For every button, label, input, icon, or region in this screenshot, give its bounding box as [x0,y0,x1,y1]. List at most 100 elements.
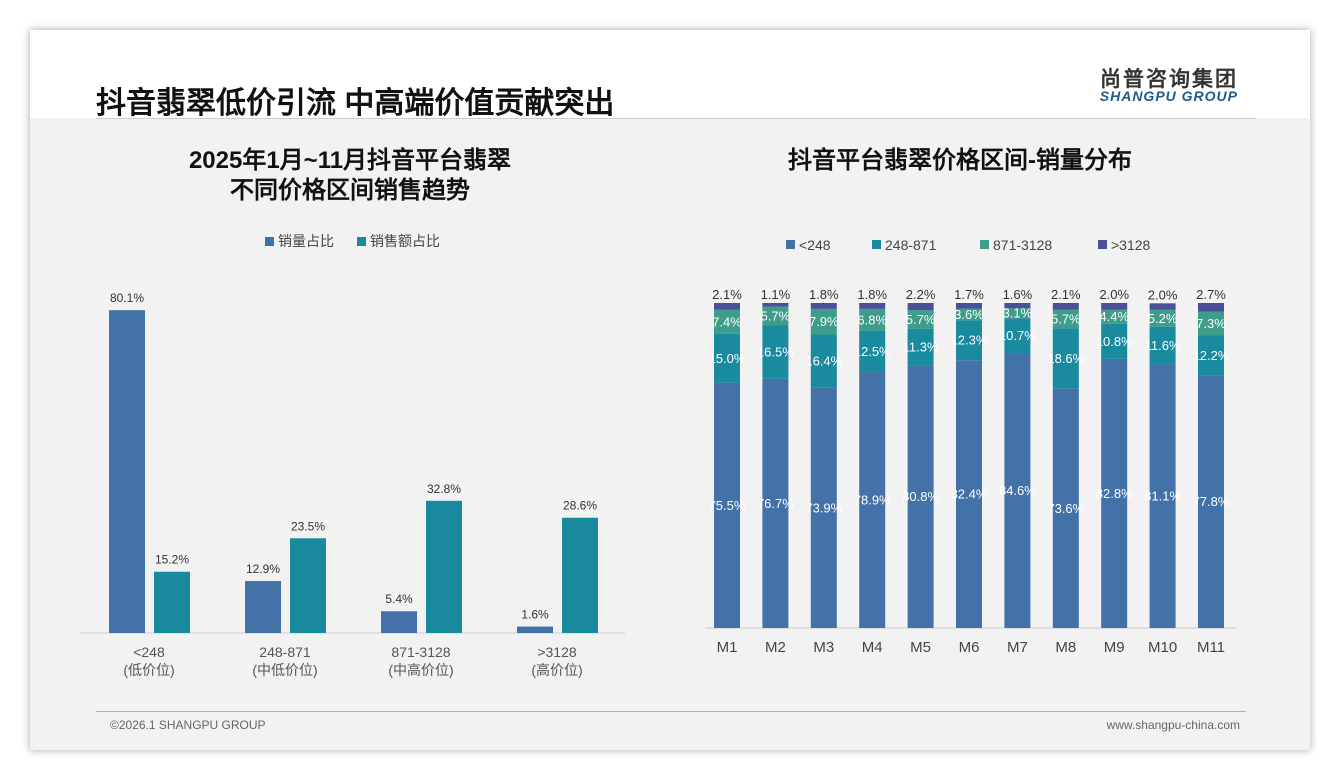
legend-label: 871-3128 [993,237,1052,253]
footer-copyright: ©2026.1 SHANGPU GROUP [110,718,266,732]
bar [245,581,281,633]
stacked-bar-segment [859,303,886,309]
stacked-bar-segment [1004,308,1031,319]
stacked-bar-segment [1198,311,1224,336]
stacked-bar-segment [1004,303,1031,309]
stacked-bar-segment [714,303,740,310]
stacked-bar-segment [859,330,886,372]
stacked-bar-segment [762,378,789,628]
data-label: 1.8% [857,287,887,302]
data-label: 82.4% [951,487,988,502]
x-tick-label: M8 [1055,639,1076,656]
data-label: 81.1% [1144,489,1181,504]
data-label: 7.3% [1196,316,1226,331]
stacked-bar-segment [956,308,982,321]
stacked-bar-segment [714,333,740,383]
stacked-bar-segment [1004,353,1031,628]
data-label: 2.2% [906,287,936,302]
legend-label: <248 [799,237,831,253]
data-label: 78.9% [854,492,891,507]
stacked-bar-segment [1198,335,1224,376]
data-label: 5.2% [1148,311,1178,326]
stacked-bar-segment [1101,303,1128,310]
stacked-bar-segment [1149,309,1176,327]
data-label: 2.1% [1051,287,1081,302]
data-label: 10.7% [999,328,1036,343]
stacked-bar-segment [859,308,886,331]
x-tick-label: 871-3128 [391,644,450,660]
x-tick-label: M10 [1148,639,1177,656]
data-label: 15.0% [709,351,746,366]
stacked-bar-segment [1149,303,1176,310]
data-label: 84.6% [999,483,1036,498]
stacked-bar-segment [714,309,740,334]
stacked-bar-segment [956,320,982,361]
stacked-bar-segment [714,382,740,628]
stacked-bar-segment [907,310,934,329]
legend-swatch [872,240,881,249]
stacked-bar-segment [907,303,934,311]
stacked-bar-segment [1101,309,1128,324]
legend-swatch [786,240,795,249]
data-label: 16.5% [757,344,794,359]
legend-swatch [265,237,274,246]
stacked-bar-segment [1052,309,1079,329]
x-tick-label: 248-871 [259,644,311,660]
data-label: 7.4% [712,314,742,329]
left-title-line1: 2025年1月~11月抖音平台翡翠 [188,147,512,174]
stacked-bar-segment [1149,326,1176,365]
bar [290,538,326,633]
x-tick-sublabel: (高价位) [531,662,582,678]
footer-url: www.shangpu-china.com [1106,718,1240,732]
x-tick-sublabel: (低价位) [123,662,174,678]
stacked-bar-segment [1052,303,1079,310]
legend-label: 销售额占比 [370,233,440,249]
x-tick-label: M2 [765,639,786,656]
legend-label: >3128 [1111,237,1151,253]
data-label: 12.5% [854,344,891,359]
data-label: 1.6% [521,608,549,622]
bar [109,310,145,633]
stacked-bar-segment [762,325,789,379]
bar [517,626,553,633]
stacked-bar-segment [810,308,837,335]
x-tick-label: M6 [959,639,980,656]
data-label: 1.7% [954,287,984,302]
data-label: 2.0% [1099,287,1129,302]
bar [154,571,190,633]
data-label: 23.5% [291,519,325,533]
stacked-bar-segment [1101,323,1128,359]
data-label: 7.9% [809,314,839,329]
data-label: 1.1% [761,287,791,302]
stacked-bar-segment [1149,364,1176,628]
data-label: 12.3% [951,333,988,348]
stacked-bar-segment [1052,328,1079,389]
bar [426,500,462,633]
stacked-bar-segment [1198,303,1224,312]
data-label: 4.4% [1099,309,1129,324]
x-tick-label: M5 [910,639,931,656]
x-tick-label: M11 [1197,639,1225,656]
x-tick-label: M9 [1104,639,1125,656]
bar [562,517,598,633]
data-label: 12.2% [1193,348,1230,363]
data-label: 75.5% [709,498,746,513]
legend-label: 248-871 [885,237,937,253]
stacked-bar-segment [810,334,837,388]
x-tick-label: M4 [862,639,883,656]
logo-cn: 尚普咨询集团 [1100,68,1238,91]
stacked-bar-segment [907,365,934,628]
data-label: 1.8% [809,287,839,302]
legend-label: 销量占比 [278,233,334,249]
stacked-bar-segment [1052,388,1079,628]
data-label: 2.1% [712,287,742,302]
data-label: 18.6% [1047,351,1084,366]
data-label: 76.7% [757,496,794,511]
data-label: 5.4% [385,592,413,606]
data-label: 6.8% [857,312,887,327]
stacked-bar-segment [810,303,837,309]
data-label: 32.8% [427,482,461,496]
data-label: 77.8% [1193,494,1230,509]
stacked-bar-segment [1101,358,1128,628]
